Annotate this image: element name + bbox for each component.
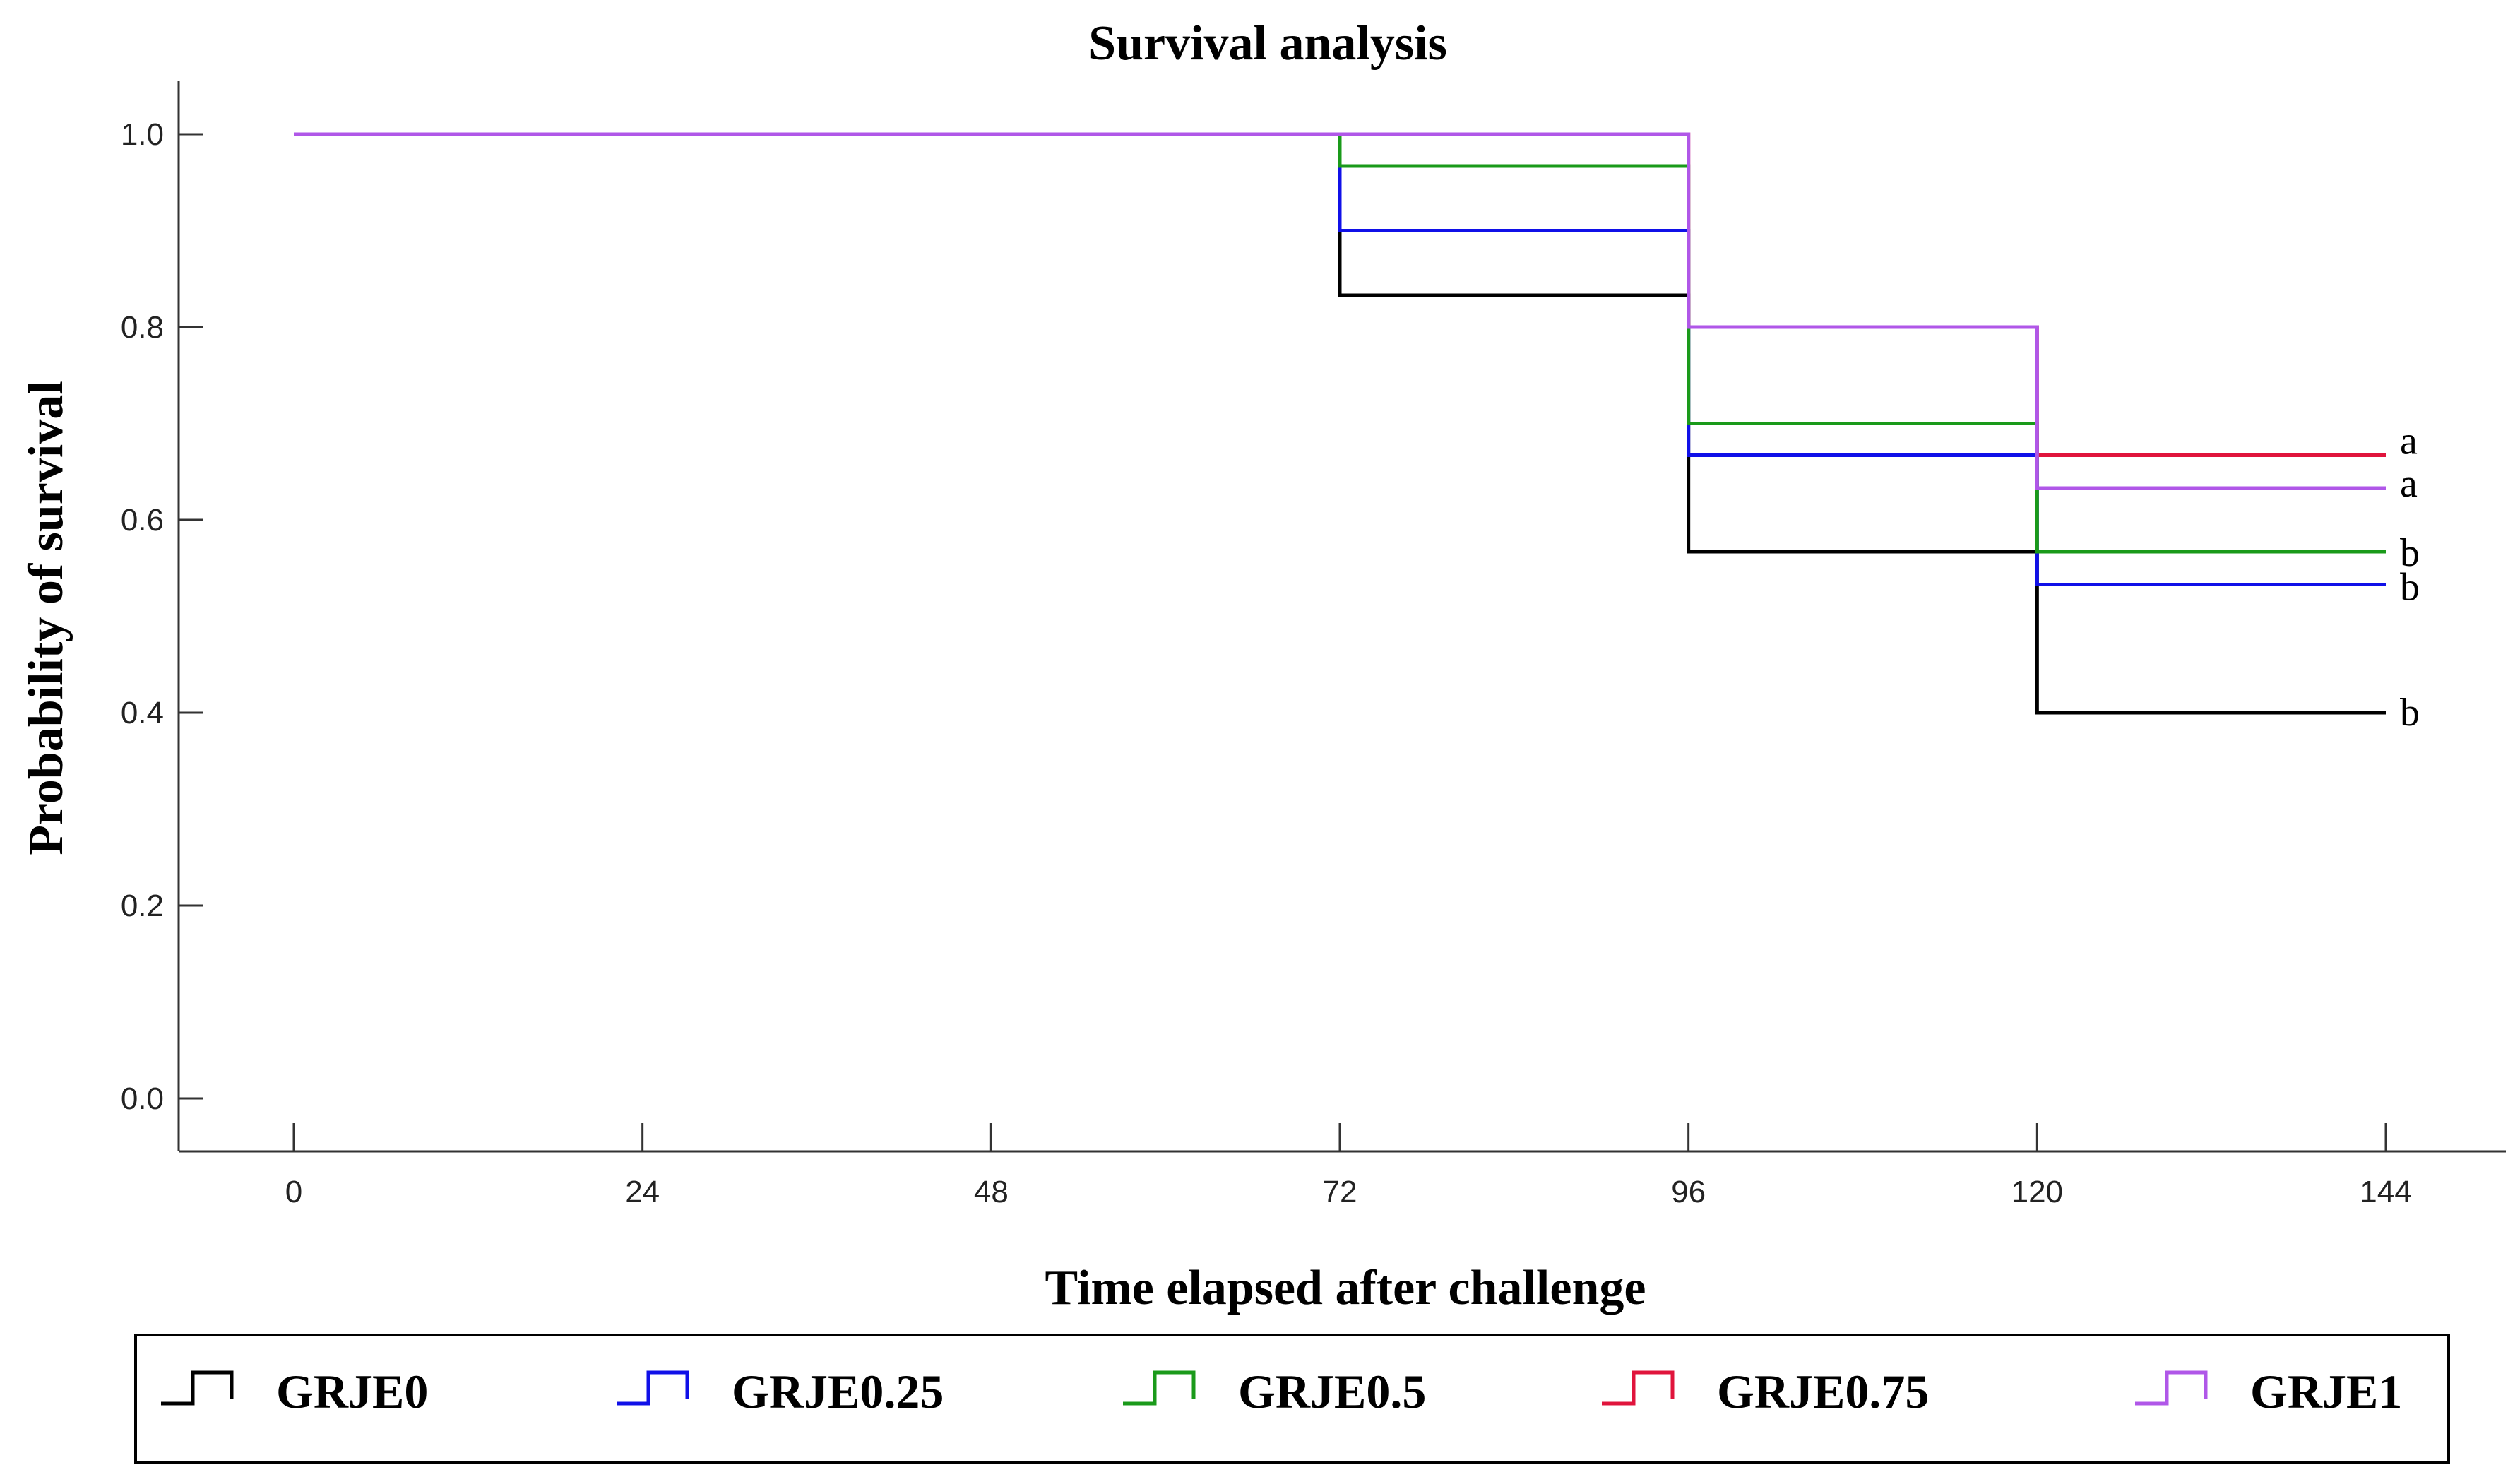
x-tick-label: 120	[2011, 1175, 2063, 1209]
y-tick-label: 0.4	[121, 696, 164, 730]
x-tick-label: 72	[1323, 1175, 1357, 1209]
legend-label: GRJE0.75	[1717, 1365, 1929, 1418]
y-tick-label: 0.6	[121, 503, 164, 538]
y-tick-label: 0.8	[121, 310, 164, 345]
legend-label: GRJE0.25	[732, 1365, 944, 1418]
series-line-grje1	[294, 132, 2386, 490]
plot-frame	[177, 81, 2506, 1153]
x-tick-label: 0	[285, 1175, 302, 1209]
series-lines	[294, 132, 2386, 715]
legend-label: GRJE0	[276, 1365, 428, 1418]
x-axis-label: Time elapsed after challenge	[1045, 1261, 1646, 1315]
y-tick-label: 0.0	[121, 1081, 164, 1116]
x-tick-label: 24	[625, 1175, 660, 1209]
y-tick-label: 1.0	[121, 117, 164, 152]
y-ticks: 0.0 0.2 0.4 0.6 0.8 1.0	[121, 117, 203, 1116]
legend-label: GRJE0.5	[1238, 1365, 1426, 1418]
chart-title: Survival analysis	[1088, 16, 1447, 71]
series-line-grje0-25	[294, 132, 2386, 586]
x-tick-label: 96	[1671, 1175, 1706, 1209]
x-tick-label: 144	[2360, 1175, 2411, 1209]
legend-swatch-icon	[161, 1370, 234, 1406]
legend-box	[134, 1334, 2450, 1464]
x-ticks: 0 24 48 72 96 120 144	[285, 1123, 2412, 1209]
y-tick-label: 0.2	[121, 889, 164, 923]
significance-label: a	[2400, 420, 2418, 463]
legend-swatch-icon	[1602, 1370, 1675, 1406]
y-axis-label: Probability of survival	[19, 381, 73, 855]
x-tick-label: 48	[974, 1175, 1009, 1209]
legend-swatch-icon	[1123, 1370, 1196, 1406]
legend-items: GRJE0 GRJE0.25 GRJE0.5 GRJE0.75 GRJE1	[161, 1365, 2402, 1418]
legend-swatch-icon	[2135, 1370, 2208, 1406]
significance-label: a	[2400, 462, 2418, 506]
significance-label: b	[2400, 691, 2420, 735]
legend-swatch-icon	[617, 1370, 689, 1406]
significance-label: b	[2400, 565, 2420, 609]
legend-label: GRJE1	[2250, 1365, 2402, 1418]
legend: GRJE0 GRJE0.25 GRJE0.5 GRJE0.75 GRJE1	[134, 1334, 2450, 1464]
significance-label: b	[2400, 531, 2420, 575]
